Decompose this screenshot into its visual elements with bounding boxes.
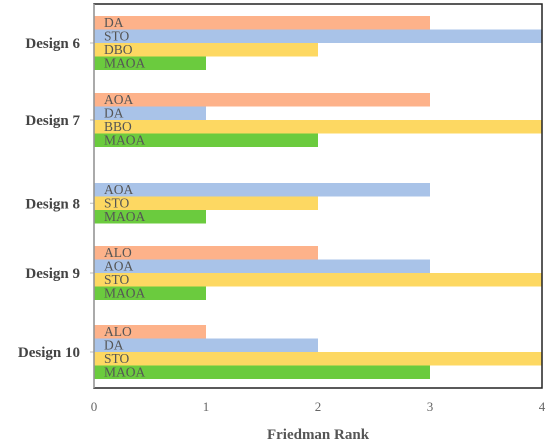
bar-label: ALO [104, 245, 132, 260]
category-label: Design 9 [25, 266, 80, 282]
bar [94, 183, 430, 197]
bar [94, 16, 430, 30]
bar-label: STO [104, 272, 130, 287]
bar-label: MAOA [104, 286, 146, 301]
x-tick-label: 0 [91, 399, 98, 414]
bar [94, 29, 542, 43]
bar-label: MAOA [104, 56, 146, 71]
bar [94, 325, 206, 339]
bar-label: ALO [104, 324, 132, 339]
bar [94, 365, 430, 379]
bar-label: MAOA [104, 209, 146, 224]
bar [94, 286, 206, 300]
bar-label: MAOA [104, 133, 146, 148]
bar [94, 338, 318, 352]
x-tick-label: 4 [539, 399, 546, 414]
x-tick-label: 1 [203, 399, 210, 414]
bar-label: STO [104, 196, 130, 211]
bar-label: DA [104, 15, 124, 30]
bar-label: AOA [104, 92, 133, 107]
axis-layer: 0 1 2 3 4 [90, 3, 546, 414]
bar [94, 352, 542, 366]
x-tick-label: 2 [315, 399, 322, 414]
bar [94, 210, 206, 224]
x-tick-label: 3 [427, 399, 434, 414]
category-label: Design 7 [25, 113, 80, 129]
bar [94, 196, 318, 210]
bar [94, 106, 206, 120]
bar [94, 93, 430, 107]
category-label: Design 6 [25, 36, 80, 52]
category-label: Design 8 [25, 196, 80, 212]
bar-label: DA [104, 106, 124, 121]
bar [94, 120, 542, 134]
bar-label: DA [104, 338, 124, 353]
bar-label: STO [104, 29, 130, 44]
bar [94, 133, 318, 147]
bar-label: AOA [104, 259, 133, 274]
bar [94, 259, 430, 273]
bar-label: BBO [104, 119, 132, 134]
bar [94, 56, 206, 70]
bar [94, 273, 542, 287]
bar [94, 246, 318, 260]
bar-label: STO [104, 351, 130, 366]
bar-label: AOA [104, 182, 133, 197]
bar-label: DBO [104, 42, 133, 57]
bar-label: MAOA [104, 365, 146, 380]
x-axis-title: Friedman Rank [267, 427, 370, 443]
category-label: Design 10 [18, 345, 80, 361]
bar [94, 43, 318, 57]
